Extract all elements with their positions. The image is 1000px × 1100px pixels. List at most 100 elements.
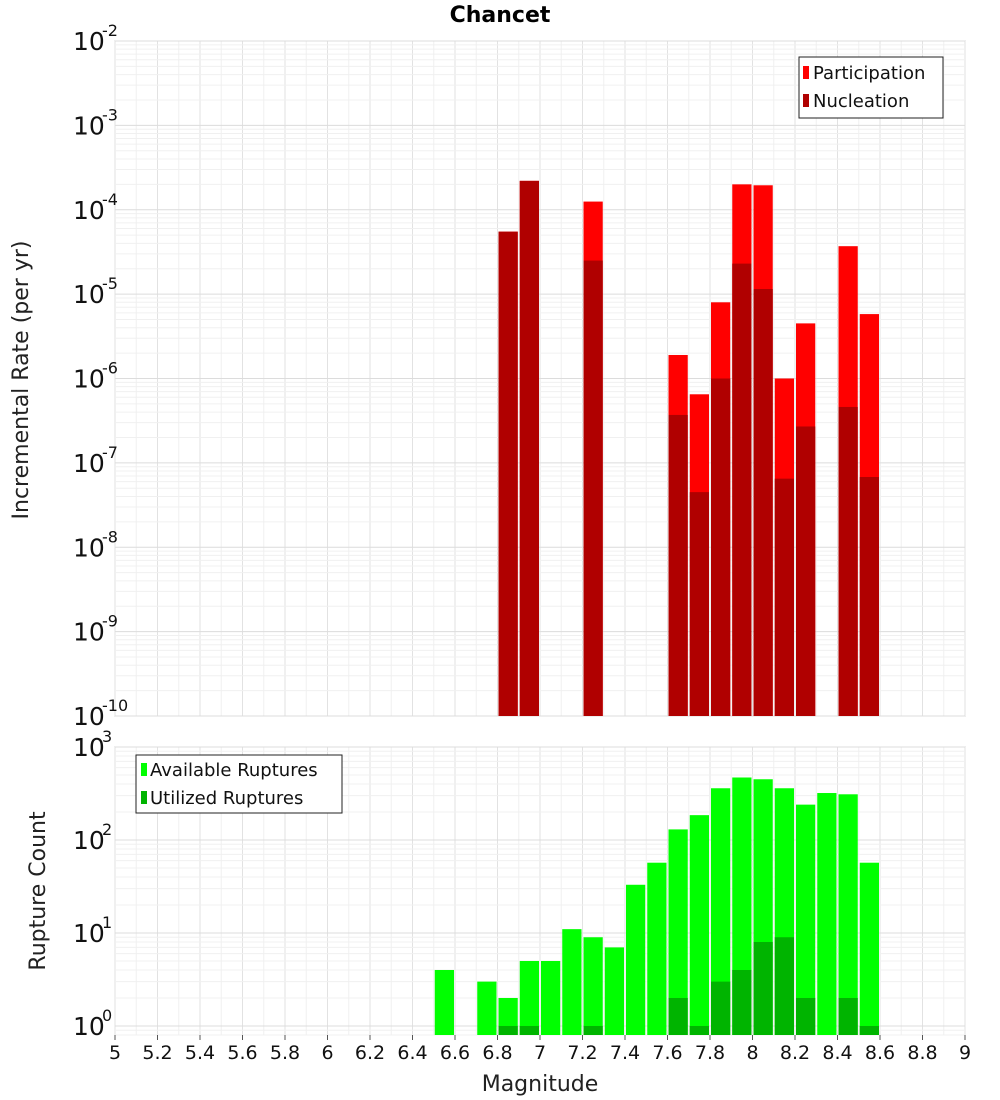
top-bar-nucleation bbox=[774, 478, 794, 716]
x-tick-label: 6.2 bbox=[355, 1042, 385, 1064]
y-tick-exponent: -9 bbox=[102, 612, 118, 631]
y-tick-exponent: -10 bbox=[102, 696, 128, 715]
top-bar-nucleation bbox=[732, 263, 752, 716]
bottom-bar-available-ruptures bbox=[689, 815, 709, 1035]
y-tick-label: 10 bbox=[73, 365, 105, 394]
legend-swatch-utilized bbox=[141, 791, 147, 804]
y-tick-exponent: -3 bbox=[102, 105, 118, 124]
bottom-bar-utilized-ruptures bbox=[583, 1025, 603, 1035]
bottom-bar-utilized-ruptures bbox=[689, 1025, 709, 1035]
legend-label-participation: Participation bbox=[813, 63, 925, 84]
bottom-bar-utilized-ruptures bbox=[711, 981, 731, 1035]
bottom-bar-utilized-ruptures bbox=[859, 1025, 879, 1035]
bottom-bar-available-ruptures bbox=[562, 929, 582, 1035]
y-tick-label: 10 bbox=[73, 1012, 105, 1041]
top-bar-nucleation bbox=[711, 378, 731, 716]
y-tick-exponent: 2 bbox=[102, 820, 112, 839]
top-bar-nucleation bbox=[668, 414, 688, 716]
legend-label-available: Available Ruptures bbox=[150, 760, 318, 781]
bottom-bar-available-ruptures bbox=[498, 997, 518, 1035]
x-tick-label: 6 bbox=[321, 1042, 333, 1064]
x-tick-label: 6.4 bbox=[397, 1042, 427, 1064]
x-tick-label: 7.6 bbox=[652, 1042, 682, 1064]
legend-swatch-participation bbox=[803, 66, 809, 79]
bottom-bar-utilized-ruptures bbox=[668, 997, 688, 1035]
top-legend-box bbox=[798, 56, 944, 119]
bottom-bar-utilized-ruptures bbox=[796, 997, 816, 1035]
x-tick-label: 7 bbox=[534, 1042, 546, 1064]
x-tick-label: 6.8 bbox=[482, 1042, 512, 1064]
top-bar-nucleation bbox=[519, 180, 539, 716]
legend-label-utilized: Utilized Ruptures bbox=[150, 788, 303, 809]
x-tick-label: 8 bbox=[746, 1042, 758, 1064]
top-bar-nucleation bbox=[838, 406, 858, 716]
bottom-bar-utilized-ruptures bbox=[753, 942, 773, 1035]
x-tick-label: 7.2 bbox=[567, 1042, 597, 1064]
bottom-bar-available-ruptures bbox=[817, 793, 837, 1035]
x-tick-label: 5.6 bbox=[227, 1042, 257, 1064]
x-axis-label: Magnitude bbox=[482, 1072, 599, 1097]
y-tick-label: 10 bbox=[73, 280, 105, 309]
bottom-legend: Available Ruptures Utilized Ruptures bbox=[135, 754, 343, 814]
y-tick-exponent: 0 bbox=[102, 1006, 112, 1025]
bottom-bar-available-ruptures bbox=[519, 960, 539, 1035]
legend-swatch-available bbox=[141, 763, 147, 776]
y-tick-label: 10 bbox=[73, 702, 105, 731]
top-bars bbox=[498, 180, 879, 717]
x-tick-label: 7.4 bbox=[610, 1042, 640, 1064]
y-tick-label: 10 bbox=[73, 449, 105, 478]
bottom-bar-available-ruptures bbox=[859, 862, 879, 1035]
y-tick-exponent: 1 bbox=[102, 913, 112, 932]
bottom-bar-available-ruptures bbox=[477, 981, 497, 1035]
bottom-bar-utilized-ruptures bbox=[838, 997, 858, 1035]
bottom-legend-box bbox=[135, 754, 343, 814]
x-axis-ticks: 5 5.2 5.4 5.6 5.8 6 6.2 6.4 6.6 6.8 7 7.2 7.4 7.6 7.8 8… bbox=[109, 1035, 971, 1064]
x-tick-label: 8.6 bbox=[865, 1042, 895, 1064]
y-tick-exponent: -5 bbox=[102, 274, 118, 293]
y-tick-exponent: -2 bbox=[102, 21, 118, 40]
y-tick-label: 10 bbox=[73, 111, 105, 140]
y-tick-exponent: 3 bbox=[102, 727, 112, 746]
x-tick-label: 5.2 bbox=[142, 1042, 172, 1064]
y-tick-label: 10 bbox=[73, 733, 105, 762]
y-tick-label: 10 bbox=[73, 196, 105, 225]
x-tick-label: 8.2 bbox=[780, 1042, 810, 1064]
y-tick-label: 10 bbox=[73, 826, 105, 855]
bottom-bar-available-ruptures bbox=[796, 804, 816, 1035]
y-tick-label: 10 bbox=[73, 919, 105, 948]
bottom-bar-available-ruptures bbox=[711, 788, 731, 1035]
x-tick-label: 7.8 bbox=[695, 1042, 725, 1064]
top-bar-nucleation bbox=[583, 260, 603, 716]
y-tick-exponent: -6 bbox=[102, 359, 118, 378]
x-tick-label: 5.8 bbox=[270, 1042, 300, 1064]
x-tick-label: 5.4 bbox=[185, 1042, 215, 1064]
top-bar-nucleation bbox=[689, 492, 709, 716]
top-grid bbox=[114, 40, 966, 717]
x-tick-label: 8.4 bbox=[822, 1042, 852, 1064]
top-y-axis-label: Incremental Rate (per yr) bbox=[9, 241, 34, 520]
top-bar-nucleation bbox=[859, 477, 879, 716]
legend-swatch-nucleation bbox=[803, 94, 809, 107]
y-tick-exponent: -7 bbox=[102, 443, 118, 462]
bottom-bar-utilized-ruptures bbox=[498, 1025, 518, 1035]
y-tick-label: 10 bbox=[73, 533, 105, 562]
y-tick-exponent: -8 bbox=[102, 527, 118, 546]
y-tick-label: 10 bbox=[73, 27, 105, 56]
x-tick-label: 5 bbox=[109, 1042, 121, 1064]
top-bar-nucleation bbox=[796, 426, 816, 716]
bottom-y-axis-label: Rupture Count bbox=[26, 811, 51, 971]
bottom-bar-available-ruptures bbox=[583, 937, 603, 1035]
bottom-bar-utilized-ruptures bbox=[519, 1025, 539, 1035]
x-tick-label: 8.8 bbox=[907, 1042, 937, 1064]
bottom-bar-available-ruptures bbox=[434, 969, 454, 1035]
top-bar-nucleation bbox=[498, 231, 518, 716]
bottom-bar-utilized-ruptures bbox=[732, 969, 752, 1035]
bottom-bars bbox=[434, 777, 879, 1035]
bottom-bar-available-ruptures bbox=[647, 862, 667, 1035]
bottom-bar-available-ruptures bbox=[626, 884, 646, 1035]
